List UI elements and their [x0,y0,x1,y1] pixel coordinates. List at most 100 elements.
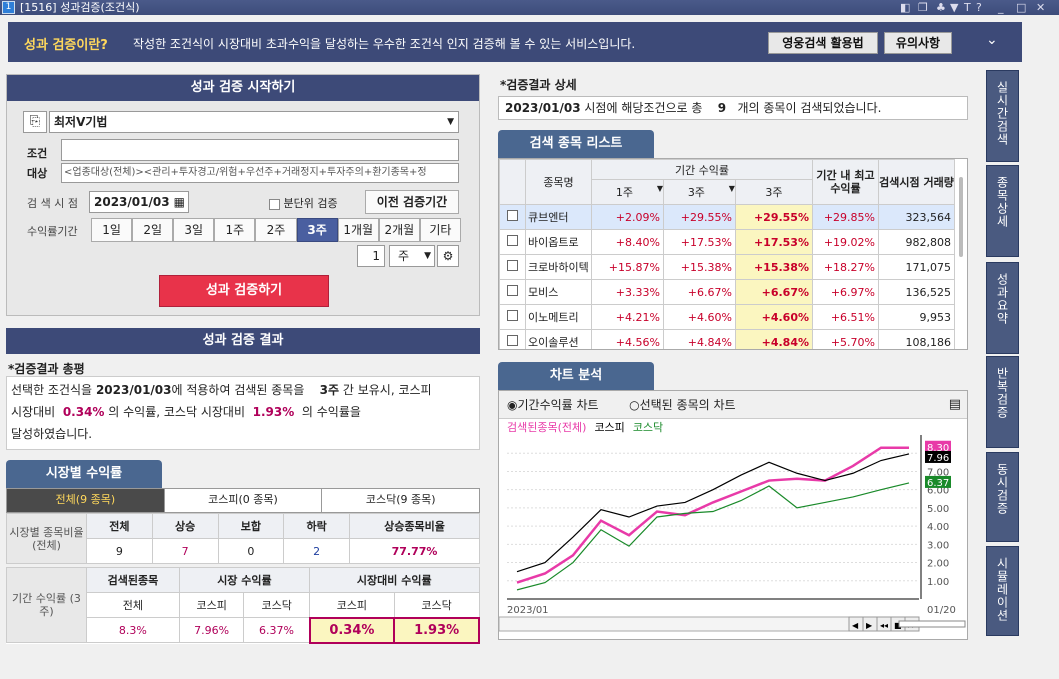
formula-select[interactable]: 최저V기법 ▼ [49,111,459,133]
stock-vol: 9,953 [878,304,955,330]
chevron-down-icon[interactable]: ▼ [656,184,663,193]
pin-icon[interactable]: ▼ [950,1,959,14]
calendar-icon[interactable]: ▦ [173,195,185,209]
prev-period-button[interactable]: 이전 검증기간 [365,190,459,214]
table-row[interactable]: 이노메트리 +4.21% +4.60% +4.60% +6.51% 9,953 [499,304,955,330]
font-icon[interactable]: T [964,1,971,14]
gear-icon[interactable]: ⚙ [437,245,459,267]
legend-item: 코스피 [594,421,624,434]
chart-tab[interactable]: 차트 분석 [498,362,654,390]
target-field[interactable]: <업종대상(전체)><관리+투자경고/위험+우선주+거래정지+투자주의+환기종목… [61,163,459,183]
summary-title: *검증결과 총평 [8,362,85,376]
detail-date: 2023/01/03 [505,101,581,115]
radio-period[interactable]: ◉기간수익률 차트 [507,398,599,412]
period-button[interactable]: 기타 [419,218,461,242]
date-input[interactable]: 2023/01/03 ▦ [89,191,189,213]
chart-menu-icon[interactable]: ▤ [948,397,961,412]
hero-guide-button[interactable]: 영웅검색 활용법 [768,32,878,54]
chevron-down-icon[interactable]: ▼ [447,117,454,127]
stock-max: +18.27% [812,254,879,280]
radio-selected[interactable]: ○선택된 종목의 차트 [629,398,736,412]
banner-question: 성과 검증이란? [24,38,108,53]
stock-name: 이노메트리 [525,304,592,330]
period-button[interactable]: 3주 [296,218,338,242]
link-icon[interactable]: ◧ [900,1,911,14]
col-w1[interactable]: 1주 ▼ [591,179,664,205]
table-row[interactable]: 오이솔루션 +4.56% +4.84% +4.84% +5.70% 108,186 [499,329,955,349]
list-tab[interactable]: 검색 종목 리스트 [498,130,654,158]
ratio-head: 전체 [86,513,153,539]
chart-scrollbar[interactable] [499,616,852,632]
window-number: 1 [2,1,15,14]
side-button[interactable]: 반복검증 [986,356,1019,448]
period-number-input[interactable]: 1 [357,245,385,267]
period-button[interactable]: 1일 [91,218,133,242]
run-verify-button[interactable]: 성과 검증하기 [159,275,329,307]
side-button[interactable]: 종목상세 [986,165,1019,257]
period-button[interactable]: 1개월 [337,218,379,242]
condition-field[interactable] [61,139,459,161]
side-button[interactable]: 시뮬레이션 [986,546,1019,636]
chart-options: ◉기간수익률 차트 ○선택된 종목의 차트 ▤ [499,391,967,419]
checkbox-icon[interactable] [507,210,518,221]
chevron-down-icon[interactable]: ▼ [728,184,735,193]
checkbox-icon[interactable] [507,310,518,321]
chart-nav-icon: ▶ [866,621,873,630]
period-button[interactable]: 2일 [132,218,174,242]
radio-period-label: 기간수익률 차트 [517,398,599,412]
side-button-label: 반복검증 [995,367,1009,419]
stock-w3b: +17.53% [734,229,814,255]
col-w3-label: 3주 [687,186,705,199]
ratio-value: 9 [86,538,153,564]
stock-w1: +2.09% [591,204,664,230]
side-button[interactable]: 동시검증 [986,452,1019,542]
col-w3[interactable]: 3주 ▼ [662,179,736,205]
arrange-icon[interactable]: ♣ [936,1,946,14]
checkbox-icon[interactable] [507,335,518,346]
list-scrollbar[interactable] [959,177,963,257]
table-row[interactable]: 크로바하이텍 +15.87% +15.38% +15.38% +18.27% 171,07… [499,254,955,280]
checkbox-icon[interactable] [269,198,280,210]
radio-selected-label: 선택된 종목의 차트 [639,398,736,412]
copy-icon[interactable]: ❐ [918,1,928,14]
chevron-down-icon[interactable]: ⌄ [986,32,998,48]
market-tab[interactable]: 시장별 수익률 [6,460,162,488]
maximize-icon[interactable]: □ [1016,1,1027,14]
row-checkbox[interactable] [499,304,526,330]
subtab-all[interactable]: 전체(9 종목) [7,489,164,512]
period-button[interactable]: 2개월 [378,218,420,242]
formula-load-icon[interactable]: ⎘ [23,111,47,133]
stock-w3b: +6.67% [734,279,814,305]
row-checkbox[interactable] [499,329,526,349]
help-icon[interactable]: ? [976,1,982,14]
period-unit-select[interactable]: 주 ▼ [389,245,435,267]
end-label-box [925,440,951,453]
side-button[interactable]: 실시간검색 [986,70,1019,162]
period-button[interactable]: 2주 [255,218,297,242]
period-button[interactable]: 3일 [173,218,215,242]
zoom-slider[interactable] [898,620,966,628]
subtab-kospi[interactable]: 코스피(0 종목) [163,489,322,512]
checkbox-icon[interactable] [507,285,518,296]
split-check[interactable]: 분단위 검증 [269,195,338,211]
row-checkbox[interactable] [499,254,526,280]
minimize-icon[interactable]: _ [998,1,1004,14]
stock-w3b: +4.84% [734,329,814,349]
notice-button[interactable]: 유의사항 [884,32,952,54]
subtab-kosdaq[interactable]: 코스닥(9 종목) [321,489,480,512]
table-row[interactable]: 바이옵트로 +8.40% +17.53% +17.53% +19.02% 982,808 [499,229,955,255]
side-button[interactable]: 성과요약 [986,262,1019,354]
table-row[interactable]: 모비스 +3.33% +6.67% +6.67% +6.97% 136,525 [499,279,955,305]
checkbox-icon[interactable] [507,235,518,246]
close-icon[interactable]: ✕ [1036,1,1046,14]
chevron-down-icon[interactable]: ▼ [424,251,431,261]
row-checkbox[interactable] [499,279,526,305]
row-checkbox[interactable] [499,204,526,230]
period-unit-value: 주 [398,249,410,263]
stock-list: 종목명 기간 수익률 기간 내 최고수익률 검색시점 거래량 1주 ▼ 3주 ▼… [498,158,968,350]
table-row[interactable]: 큐브엔터 +2.09% +29.55% +29.55% +29.85% 323,564 [499,204,955,230]
row-checkbox[interactable] [499,229,526,255]
checkbox-icon[interactable] [507,260,518,271]
end-label: 6.37 [927,478,949,489]
period-button[interactable]: 1주 [214,218,256,242]
